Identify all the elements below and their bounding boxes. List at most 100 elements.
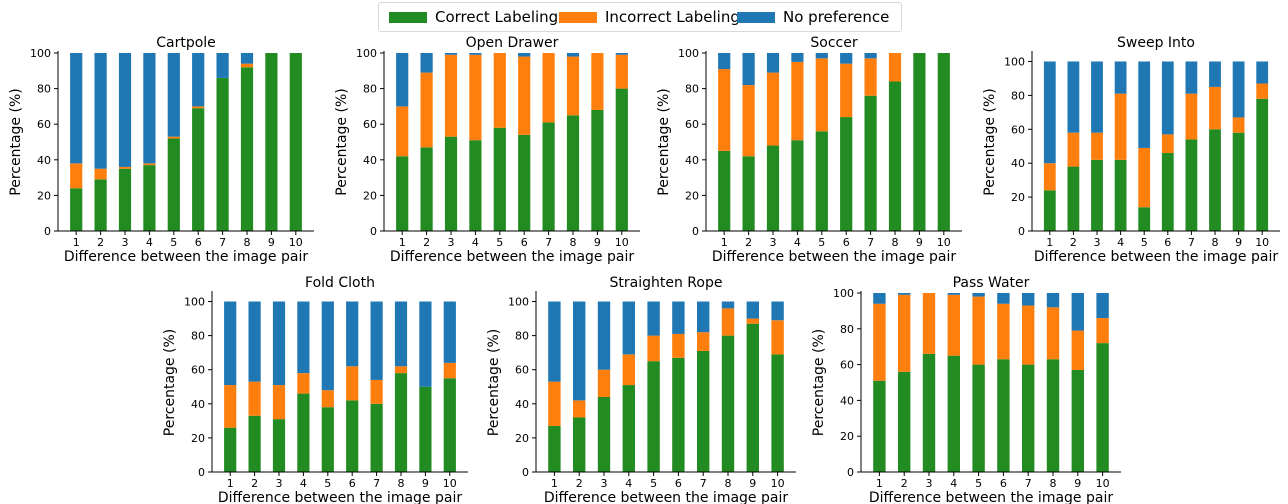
bar-nopref-6 bbox=[672, 301, 685, 334]
bar-nopref-4 bbox=[1114, 61, 1127, 94]
bar-correct-5 bbox=[493, 127, 506, 231]
bar-correct-1 bbox=[396, 156, 409, 231]
x-tick-label: 2 bbox=[97, 236, 104, 249]
y-tick-label: 20 bbox=[37, 189, 51, 202]
x-axis-label: Difference between the image pair bbox=[218, 490, 462, 504]
y-tick-label: 60 bbox=[840, 359, 854, 372]
bar-correct-7 bbox=[216, 77, 229, 231]
bar-incorrect-10 bbox=[1256, 83, 1269, 99]
x-axis-label: Difference between the image pair bbox=[869, 490, 1113, 504]
x-tick-label: 4 bbox=[794, 236, 801, 249]
bar-correct-2 bbox=[1067, 166, 1080, 231]
bar-nopref-6 bbox=[192, 53, 205, 107]
y-tick-label: 60 bbox=[515, 364, 529, 377]
bar-incorrect-5 bbox=[815, 58, 828, 132]
bar-incorrect-1 bbox=[396, 106, 409, 157]
y-tick-label: 80 bbox=[37, 83, 51, 96]
bar-nopref-8 bbox=[240, 53, 254, 64]
bar-correct-3 bbox=[1091, 159, 1103, 231]
x-axis-label: Difference between the image pair bbox=[390, 249, 634, 265]
bar-correct-4 bbox=[947, 355, 960, 472]
x-tick-label: 6 bbox=[195, 236, 202, 249]
y-tick-label: 100 bbox=[678, 47, 699, 60]
x-axis-label: Difference between the image pair bbox=[712, 249, 956, 265]
x-tick-label: 8 bbox=[725, 477, 732, 490]
x-tick-label: 4 bbox=[146, 236, 153, 249]
y-axis-label: Percentage (%) bbox=[8, 88, 24, 195]
legend-item-incorrect: Incorrect Labeling bbox=[559, 7, 740, 27]
bar-nopref-9 bbox=[1232, 61, 1245, 118]
bar-incorrect-3 bbox=[597, 369, 611, 397]
bar-incorrect-2 bbox=[94, 168, 107, 180]
bar-correct-10 bbox=[937, 53, 950, 231]
bar-correct-10 bbox=[289, 53, 302, 231]
y-tick-label: 40 bbox=[363, 154, 377, 167]
bar-nopref-1 bbox=[873, 293, 886, 304]
x-tick-label: 3 bbox=[276, 477, 283, 490]
x-tick-label: 10 bbox=[771, 477, 785, 490]
bar-nopref-2 bbox=[248, 301, 261, 382]
x-tick-label: 1 bbox=[73, 236, 80, 249]
bar-correct-8 bbox=[1046, 359, 1060, 472]
x-tick-label: 7 bbox=[1188, 236, 1195, 249]
y-tick-label: 0 bbox=[370, 225, 377, 238]
y-tick-label: 40 bbox=[191, 398, 205, 411]
bar-incorrect-8 bbox=[1046, 307, 1060, 360]
bar-incorrect-4 bbox=[143, 163, 156, 166]
bar-nopref-7 bbox=[864, 53, 877, 59]
y-tick-label: 80 bbox=[515, 330, 529, 343]
bar-incorrect-6 bbox=[346, 366, 359, 401]
bar-correct-7 bbox=[864, 95, 877, 231]
bar-correct-4 bbox=[622, 385, 635, 472]
y-axis-label: Percentage (%) bbox=[811, 329, 827, 436]
bar-correct-4 bbox=[469, 140, 482, 231]
bar-correct-7 bbox=[370, 403, 383, 472]
bar-incorrect-1 bbox=[224, 385, 237, 428]
y-tick-label: 0 bbox=[44, 225, 51, 238]
bar-correct-6 bbox=[997, 359, 1010, 472]
x-tick-label: 6 bbox=[521, 236, 528, 249]
bar-incorrect-9 bbox=[1232, 117, 1245, 133]
bar-incorrect-7 bbox=[697, 332, 710, 351]
bar-incorrect-3 bbox=[766, 72, 780, 146]
bar-correct-3 bbox=[922, 353, 936, 472]
bar-nopref-5 bbox=[167, 53, 180, 137]
bar-correct-2 bbox=[248, 415, 261, 472]
x-tick-label: 2 bbox=[1070, 236, 1077, 249]
bar-incorrect-6 bbox=[192, 106, 205, 109]
bar-incorrect-7 bbox=[370, 379, 383, 404]
legend-item-nopref: No preference bbox=[737, 7, 889, 27]
bar-incorrect-10 bbox=[1096, 318, 1109, 344]
bar-nopref-3 bbox=[118, 53, 132, 167]
bar-correct-7 bbox=[1022, 364, 1035, 472]
x-tick-label: 3 bbox=[122, 236, 129, 249]
x-tick-label: 4 bbox=[1117, 236, 1124, 249]
bar-correct-2 bbox=[420, 147, 433, 231]
bar-nopref-5 bbox=[647, 301, 660, 336]
y-tick-label: 20 bbox=[685, 189, 699, 202]
bar-correct-5 bbox=[647, 361, 660, 472]
bar-incorrect-6 bbox=[840, 63, 853, 118]
bar-incorrect-2 bbox=[1067, 132, 1080, 167]
bar-correct-9 bbox=[591, 109, 604, 231]
chart-title: Sweep Into bbox=[1117, 35, 1195, 51]
y-tick-label: 40 bbox=[840, 394, 854, 407]
x-tick-label: 5 bbox=[324, 477, 331, 490]
bar-correct-3 bbox=[597, 396, 611, 472]
bar-nopref-3 bbox=[1091, 61, 1103, 133]
bar-incorrect-3 bbox=[272, 385, 286, 420]
x-tick-label: 8 bbox=[398, 477, 405, 490]
bar-correct-9 bbox=[746, 323, 759, 472]
legend-label-incorrect: Incorrect Labeling bbox=[605, 8, 740, 26]
y-tick-label: 0 bbox=[198, 466, 205, 479]
x-axis-label: Difference between the image pair bbox=[64, 249, 308, 265]
x-tick-label: 3 bbox=[770, 236, 777, 249]
bar-incorrect-8 bbox=[888, 53, 902, 82]
x-tick-label: 9 bbox=[594, 236, 601, 249]
x-tick-label: 3 bbox=[448, 236, 455, 249]
y-tick-label: 100 bbox=[184, 296, 205, 309]
x-tick-label: 7 bbox=[545, 236, 552, 249]
x-tick-label: 2 bbox=[901, 477, 908, 490]
bar-nopref-5 bbox=[815, 53, 828, 59]
bar-nopref-2 bbox=[573, 301, 586, 401]
